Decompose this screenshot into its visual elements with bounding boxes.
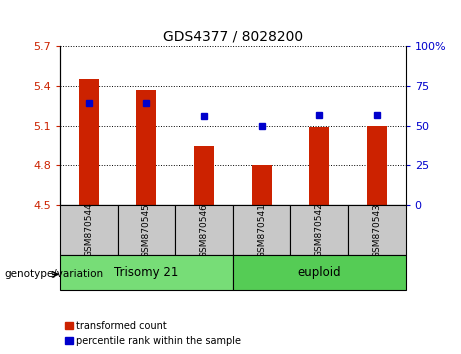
Bar <box>290 205 348 255</box>
Text: genotype/variation: genotype/variation <box>5 269 104 279</box>
Bar <box>252 166 272 205</box>
Bar <box>309 127 329 205</box>
Bar <box>194 145 214 205</box>
Bar <box>60 205 118 255</box>
Text: GSM870541: GSM870541 <box>257 202 266 258</box>
Text: GSM870543: GSM870543 <box>372 202 381 258</box>
Text: Trisomy 21: Trisomy 21 <box>114 266 178 279</box>
Bar <box>348 205 406 255</box>
Bar <box>136 90 156 205</box>
Bar <box>118 205 175 255</box>
Text: GSM870546: GSM870546 <box>200 202 208 258</box>
Text: GSM870542: GSM870542 <box>315 203 324 257</box>
Bar <box>79 79 99 205</box>
Bar <box>233 205 290 255</box>
Bar <box>367 126 387 205</box>
Legend: transformed count, percentile rank within the sample: transformed count, percentile rank withi… <box>65 321 242 346</box>
Text: euploid: euploid <box>297 266 341 279</box>
Bar <box>233 255 406 290</box>
Text: GSM870544: GSM870544 <box>84 203 93 257</box>
Text: GSM870545: GSM870545 <box>142 202 151 258</box>
Bar <box>60 255 233 290</box>
Bar <box>175 205 233 255</box>
Title: GDS4377 / 8028200: GDS4377 / 8028200 <box>163 29 303 44</box>
